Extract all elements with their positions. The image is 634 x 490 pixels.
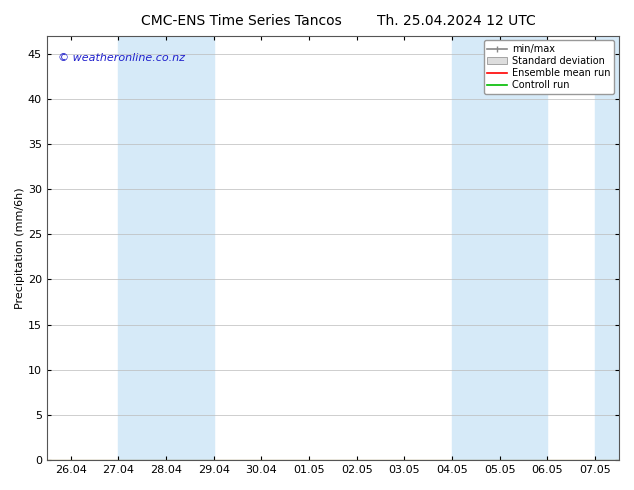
Text: Th. 25.04.2024 12 UTC: Th. 25.04.2024 12 UTC <box>377 14 536 28</box>
Text: CMC-ENS Time Series Tancos: CMC-ENS Time Series Tancos <box>141 14 341 28</box>
Bar <box>119 36 214 460</box>
Bar <box>452 36 548 460</box>
Bar <box>595 36 619 460</box>
Legend: min/max, Standard deviation, Ensemble mean run, Controll run: min/max, Standard deviation, Ensemble me… <box>484 41 614 94</box>
Y-axis label: Precipitation (mm/6h): Precipitation (mm/6h) <box>15 187 25 309</box>
Text: © weatheronline.co.nz: © weatheronline.co.nz <box>58 52 185 63</box>
